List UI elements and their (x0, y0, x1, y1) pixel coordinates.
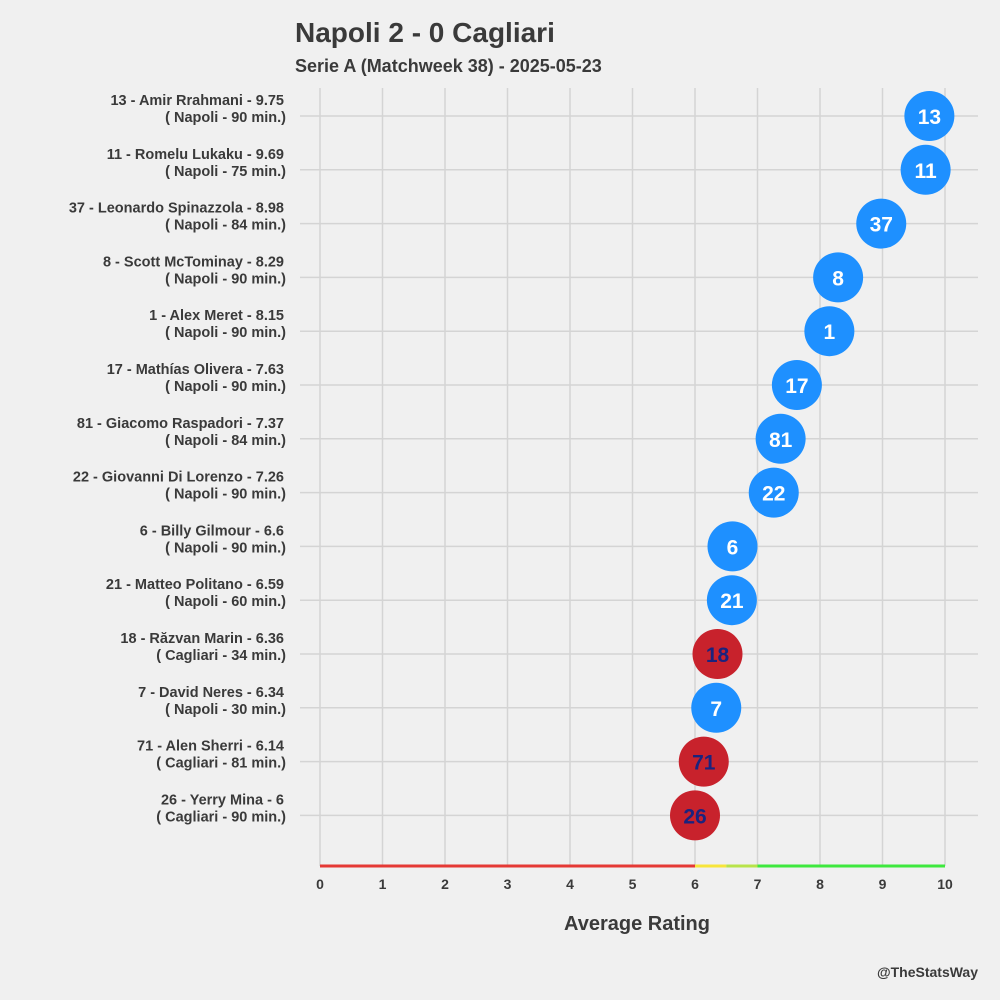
player-bubble-number: 18 (706, 644, 730, 667)
player-label-line2: ( Napoli - 90 min.) (165, 110, 286, 126)
player-bubble (771, 360, 822, 410)
player-bubble-number: 8 (832, 267, 844, 290)
player-label-line1: 17 - Mathías Olivera - 7.63 (107, 362, 284, 378)
player-label-line1: 1 - Alex Meret - 8.15 (149, 308, 284, 324)
player-bubble-number: 21 (720, 590, 744, 613)
player-bubble-number: 71 (692, 752, 716, 775)
player-bubble (856, 198, 907, 249)
player-bubble (678, 736, 729, 787)
player-bubble (670, 790, 720, 841)
player-label-line1: 21 - Matteo Politano - 6.59 (106, 577, 284, 593)
player-label-line1: 81 - Giacomo Raspadori - 7.37 (77, 416, 284, 432)
x-tick-label: 4 (566, 876, 574, 892)
player-label-line1: 71 - Alen Sherri - 6.14 (137, 739, 284, 755)
player-bubble-number: 26 (683, 805, 706, 828)
player-label-line2: ( Cagliari - 90 min.) (156, 809, 286, 825)
player-label-line1: 11 - Romelu Lukaku - 9.69 (107, 147, 284, 163)
player-bubble (904, 91, 955, 141)
player-bubble-number: 1 (824, 321, 836, 344)
x-tick-label: 6 (691, 876, 699, 892)
player-label-line2: ( Napoli - 90 min.) (165, 271, 286, 287)
x-axis-ticks: 0 1 2 3 4 5 6 7 8 9 10 (316, 876, 953, 892)
player-label-line2: ( Napoli - 90 min.) (165, 379, 286, 395)
player-bubble (692, 629, 743, 679)
player-label-line2: ( Napoli - 90 min.) (165, 540, 286, 556)
credit-handle: @TheStatsWay (877, 964, 978, 980)
player-label-line1: 26 - Yerry Mina - 6 (161, 792, 284, 808)
x-tick-label: 8 (816, 876, 824, 892)
x-tick-label: 3 (504, 876, 512, 892)
x-tick-label: 7 (754, 876, 762, 892)
player-label-line2: ( Cagliari - 34 min.) (156, 648, 286, 664)
player-bubble-number: 13 (918, 106, 941, 129)
player-bubble-number: 37 (870, 214, 893, 237)
x-tick-label: 5 (629, 876, 637, 892)
player-label-line1: 22 - Giovanni Di Lorenzo - 7.26 (73, 470, 284, 486)
x-axis-label: Average Rating (564, 913, 710, 935)
x-tick-label: 1 (379, 876, 387, 892)
player-label-line2: ( Napoli - 30 min.) (165, 702, 286, 718)
player-bubble-number: 17 (785, 375, 808, 398)
player-bubble (813, 252, 864, 303)
player-bubble (707, 521, 758, 572)
player-label-line2: ( Napoli - 75 min.) (165, 164, 286, 180)
player-label-line1: 6 - Billy Gilmour - 6.6 (140, 523, 284, 539)
player-bubble-number: 22 (762, 483, 785, 506)
player-label-line1: 7 - David Neres - 6.34 (138, 685, 284, 701)
player-bubble (755, 413, 806, 464)
x-tick-label: 10 (937, 876, 953, 892)
x-tick-label: 0 (316, 876, 324, 892)
player-label-line2: ( Napoli - 90 min.) (165, 325, 286, 341)
player-bubble (900, 144, 951, 195)
player-bubble-number: 11 (915, 160, 938, 183)
player-label-line1: 37 - Leonardo Spinazzola - 8.98 (69, 201, 284, 217)
chart-subtitle: Serie A (Matchweek 38) - 2025-05-23 (295, 56, 602, 76)
player-bubble-number: 7 (710, 698, 722, 721)
player-label-line2: ( Napoli - 90 min.) (165, 487, 286, 503)
player-label-line2: ( Napoli - 60 min.) (165, 594, 286, 610)
player-label-line1: 13 - Amir Rrahmani - 9.75 (110, 93, 284, 109)
player-label-line1: 18 - Răzvan Marin - 6.36 (120, 631, 284, 647)
player-bubble (706, 575, 757, 626)
player-bubble-number: 81 (769, 429, 793, 452)
player-label-line1: 8 - Scott McTominay - 8.29 (103, 254, 284, 270)
x-tick-label: 9 (879, 876, 887, 892)
player-labels: 13 - Amir Rrahmani - 9.75( Napoli - 90 m… (69, 93, 286, 825)
chart-title: Napoli 2 - 0 Cagliari (295, 17, 555, 48)
player-label-line2: ( Napoli - 84 min.) (165, 433, 286, 449)
player-label-line2: ( Cagliari - 81 min.) (156, 756, 286, 772)
player-bubble (804, 306, 855, 357)
player-label-line2: ( Napoli - 84 min.) (165, 218, 286, 234)
player-bubble (691, 682, 742, 733)
player-bubble (748, 467, 799, 518)
player-bubble-number: 6 (727, 536, 739, 559)
x-tick-label: 2 (441, 876, 449, 892)
